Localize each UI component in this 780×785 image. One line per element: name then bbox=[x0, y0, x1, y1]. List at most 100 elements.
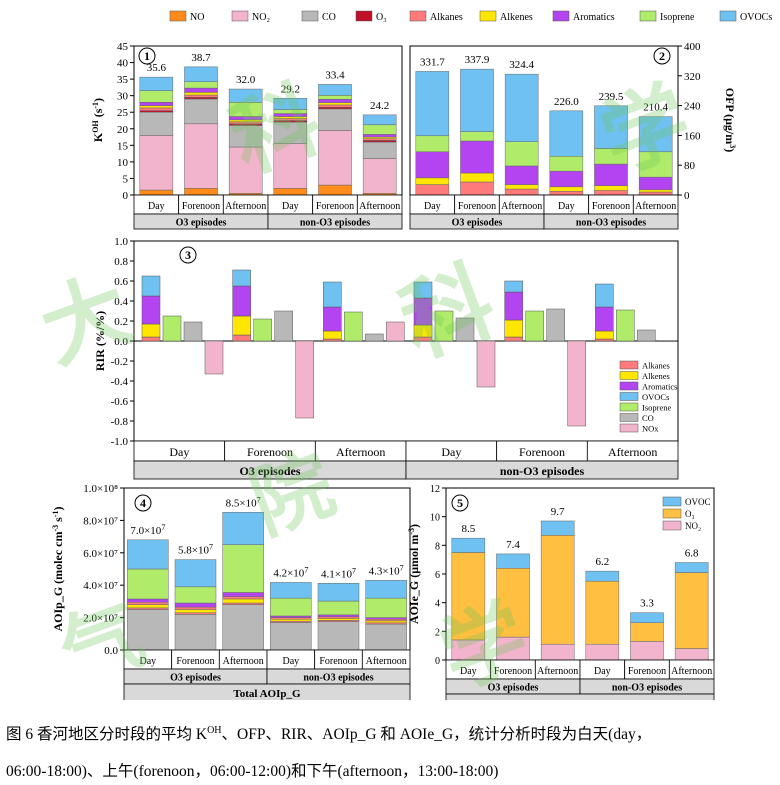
y-tick-label: 40 bbox=[117, 58, 129, 70]
bar-total-label: 9.7 bbox=[551, 506, 565, 518]
bar-segment bbox=[451, 552, 486, 641]
voc-segment bbox=[504, 291, 523, 321]
bar-segment bbox=[594, 148, 628, 165]
y-tick-label: 12 bbox=[430, 484, 440, 495]
x-tick-label: Forenoon bbox=[247, 445, 293, 459]
voc-segment bbox=[413, 297, 433, 326]
bar-total-label: 210.4 bbox=[643, 102, 668, 114]
voc-segment bbox=[141, 275, 161, 297]
bar-segment bbox=[415, 177, 450, 185]
bar-segment bbox=[415, 71, 450, 137]
x-tick-label: Day bbox=[169, 445, 189, 459]
panel-number-badge bbox=[179, 246, 197, 264]
bar-segment bbox=[228, 119, 263, 123]
legend-label: OVOCs bbox=[740, 12, 772, 23]
bar-segment bbox=[317, 583, 360, 602]
bar-segment bbox=[362, 134, 397, 138]
legend-label: NO₂ bbox=[252, 12, 270, 23]
bar-total-label: 4.1×107 bbox=[321, 566, 356, 581]
rir-bar bbox=[183, 321, 203, 342]
legend-swatch bbox=[355, 10, 373, 22]
rir-bar bbox=[525, 310, 544, 342]
bar-segment bbox=[222, 604, 264, 651]
x-tick-label: Day bbox=[460, 666, 477, 677]
bar-segment bbox=[127, 598, 169, 603]
bar-segment bbox=[460, 68, 494, 132]
group-label: O3 episodes bbox=[452, 218, 503, 229]
panel-number: 1 bbox=[144, 49, 150, 63]
bar-segment bbox=[273, 113, 308, 117]
x-tick-label: Day bbox=[282, 201, 299, 212]
panel-number-badge bbox=[134, 494, 152, 512]
bar-segment bbox=[362, 114, 397, 126]
legend-label: Aromatics bbox=[642, 382, 677, 392]
y-tick-label: 0 bbox=[435, 656, 440, 667]
bar-segment bbox=[318, 95, 352, 100]
y-tick-label: 6.0×10⁷ bbox=[83, 548, 118, 560]
bar-segment bbox=[174, 559, 217, 588]
bar-segment bbox=[273, 116, 308, 119]
bar-total-label: 226.0 bbox=[554, 96, 579, 108]
bar-segment bbox=[273, 188, 308, 196]
legend-swatch bbox=[619, 392, 639, 401]
y-tick-label: 400 bbox=[684, 41, 701, 53]
figure-caption-line-1: 图 6 香河地区分时段的平均 KOH、OFP、RIR、AOIp_G 和 AOIe… bbox=[6, 725, 652, 744]
y-tick-label: -1.0 bbox=[111, 436, 129, 448]
bar-segment bbox=[270, 622, 312, 651]
bar-segment bbox=[594, 185, 628, 191]
x-tick-label: Forenoon bbox=[628, 666, 666, 677]
y-tick-label: 15 bbox=[117, 140, 129, 152]
group-label: O3 episodes bbox=[176, 218, 227, 229]
group-cell bbox=[543, 213, 679, 230]
rir-bar bbox=[546, 308, 565, 342]
legend-label: Isoprene bbox=[642, 403, 671, 413]
legend-swatch bbox=[619, 413, 639, 422]
bar-segment bbox=[139, 107, 174, 111]
bar-segment bbox=[496, 568, 530, 638]
rir-bar bbox=[162, 315, 182, 342]
legend-swatch bbox=[301, 10, 319, 22]
bar-segment bbox=[460, 140, 494, 174]
group-cell bbox=[405, 460, 679, 480]
y-tick-label: 0.6 bbox=[114, 276, 128, 288]
bar-segment bbox=[451, 639, 486, 661]
bar-total-label: 38.7 bbox=[191, 52, 211, 64]
legend-swatch bbox=[479, 10, 497, 22]
x-tick-label: Forenoon bbox=[319, 656, 357, 667]
x-tick-label: Day bbox=[139, 656, 156, 667]
x-tick-label: Day bbox=[148, 201, 165, 212]
y-tick-label: -0.8 bbox=[111, 416, 129, 428]
y-tick-label: 8.0×10⁷ bbox=[83, 515, 118, 527]
x-tick-label: Afternoon bbox=[537, 666, 578, 677]
bar-total-label: 32.0 bbox=[236, 74, 256, 86]
bar-segment bbox=[139, 102, 174, 106]
bar-segment bbox=[594, 105, 628, 149]
legend-label: Aromatics bbox=[573, 12, 615, 23]
bar-segment bbox=[317, 618, 360, 621]
bar-segment bbox=[273, 98, 308, 110]
rir-bar bbox=[253, 318, 272, 342]
bar-segment bbox=[184, 94, 218, 98]
bar-segment bbox=[638, 191, 673, 196]
group-label: O3 episodes bbox=[239, 464, 300, 478]
x-tick-label: Afternoon bbox=[366, 656, 407, 667]
bar-total-label: 6.8 bbox=[685, 548, 699, 560]
y-axis-title: OFP (μg/m3) bbox=[723, 88, 738, 152]
group-label: non-O3 episodes bbox=[612, 683, 682, 694]
bar-segment bbox=[460, 181, 494, 196]
group-cell bbox=[267, 213, 403, 230]
bar-segment bbox=[127, 539, 169, 570]
bar-segment bbox=[540, 643, 575, 661]
y-tick-label: 80 bbox=[684, 160, 696, 172]
x-tick-label: Afternoon bbox=[359, 201, 400, 212]
x-tick-label: Afternoon bbox=[336, 445, 385, 459]
bar-segment bbox=[318, 184, 352, 196]
bar-segment bbox=[674, 572, 709, 649]
legend-swatch bbox=[619, 423, 639, 433]
bar-segment bbox=[184, 66, 218, 83]
bar-segment bbox=[318, 102, 352, 106]
y-tick-label: 6 bbox=[435, 570, 440, 581]
voc-segment bbox=[595, 338, 614, 342]
x-tick-label: Forenoon bbox=[519, 445, 565, 459]
rir-bar bbox=[567, 340, 586, 427]
